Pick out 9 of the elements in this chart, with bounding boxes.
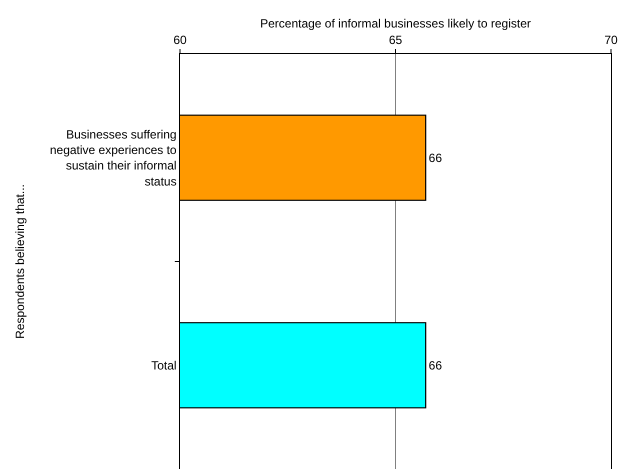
x-tick-label: 70 [604, 33, 618, 48]
data-label: 66 [428, 358, 442, 372]
data-label: 66 [428, 150, 442, 165]
x-tick-label: 65 [388, 33, 402, 48]
y-tick-label: Total [151, 358, 177, 372]
y-axis-title: Respondents believing that... [13, 184, 28, 339]
y-tick-label: Businesses suffering negative experiences to sustain their informal status [50, 128, 177, 188]
x-tick-label: 60 [173, 33, 187, 48]
x-axis-title: Percentage of informal businesses likely to register [260, 16, 531, 30]
